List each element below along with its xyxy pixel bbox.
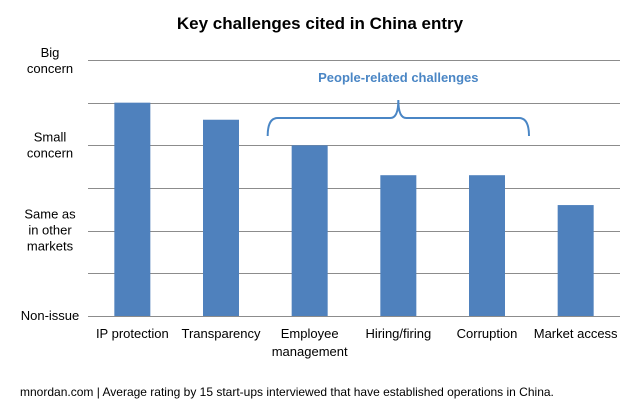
bar bbox=[469, 175, 505, 316]
chart-footer-note: mnordan.com | Average rating by 15 start… bbox=[20, 385, 554, 399]
chart-title: Key challenges cited in China entry bbox=[177, 14, 464, 33]
gridlines bbox=[88, 60, 620, 317]
people-related-annotation: People-related challenges bbox=[266, 70, 530, 137]
annotation-label: People-related challenges bbox=[318, 70, 478, 85]
x-tick-label: IP protection bbox=[96, 326, 169, 341]
bar bbox=[203, 119, 239, 316]
bars bbox=[114, 102, 594, 317]
y-tick-label: Small concern bbox=[27, 129, 73, 160]
x-tick-label: Transparency bbox=[182, 326, 261, 341]
x-tick-label: Corruption bbox=[457, 326, 518, 341]
x-tick-label: Hiring/firing bbox=[365, 326, 431, 341]
y-axis-tick-labels: Big concern Small concern Same as in other mar… bbox=[21, 45, 80, 323]
y-tick-label: Big concern bbox=[27, 45, 73, 76]
y-tick-label: Non-issue bbox=[21, 308, 80, 323]
bar bbox=[114, 102, 151, 317]
bar bbox=[291, 145, 328, 316]
annotation-brace bbox=[266, 99, 530, 137]
y-tick-label: Same as in other markets bbox=[24, 207, 76, 254]
bar bbox=[380, 175, 417, 316]
x-axis-tick-labels: IP protection Transparency Employee managem… bbox=[96, 326, 618, 359]
x-tick-label: Employee management bbox=[272, 326, 348, 359]
bar bbox=[557, 205, 594, 316]
x-tick-label: Market access bbox=[534, 326, 618, 341]
